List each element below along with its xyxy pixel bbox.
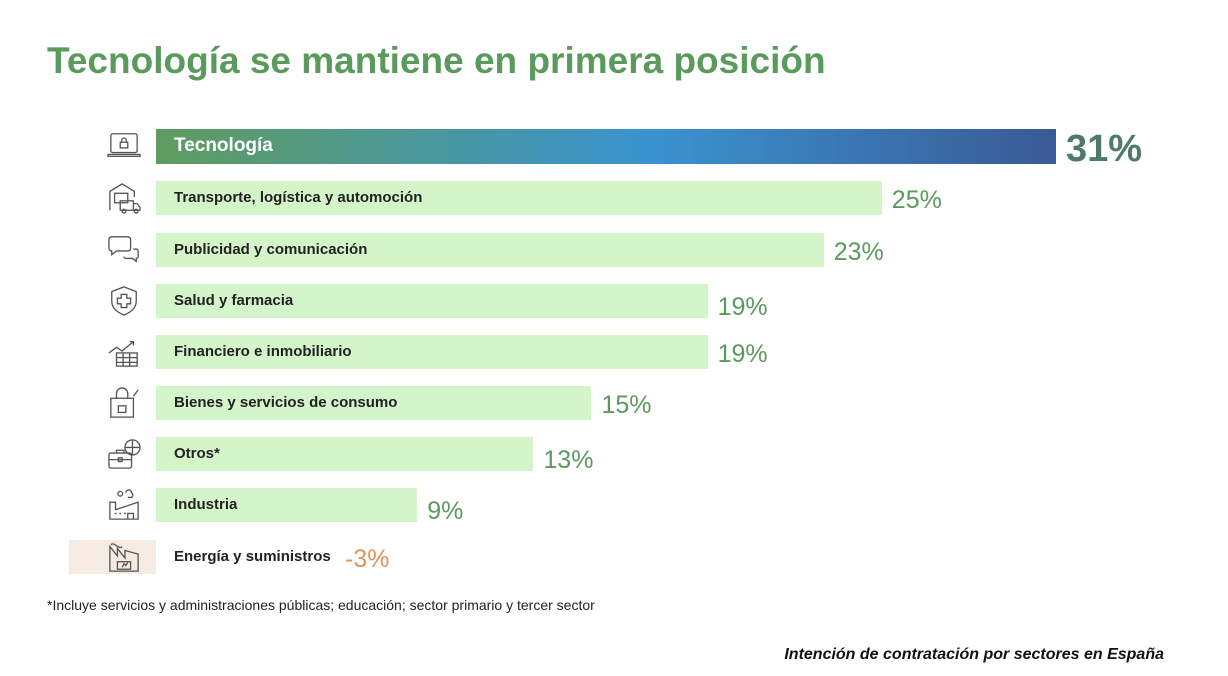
category-label: Industria	[174, 496, 238, 513]
chart-row: Otros* 13%	[0, 437, 1228, 474]
warehouse-truck-icon	[106, 182, 142, 214]
value-label: 19%	[717, 340, 768, 368]
chart-row: Tecnología 31%	[0, 129, 1228, 169]
value-label: 23%	[833, 238, 884, 266]
chart-row: Industria 9%	[0, 488, 1228, 525]
bar	[156, 233, 824, 267]
energy-factory-icon	[106, 541, 142, 573]
value-label: 31%	[1066, 128, 1143, 170]
chart-row: Bienes y servicios de consumo 15%	[0, 386, 1228, 420]
bar	[156, 437, 534, 471]
chat-bubbles-icon	[106, 234, 142, 266]
bar	[156, 284, 708, 318]
value-label: 13%	[543, 446, 594, 474]
chart-row: Energía y suministros -3%	[0, 540, 1228, 574]
category-label: Publicidad y comunicación	[174, 241, 368, 258]
category-label: Financiero e inmobiliario	[174, 343, 352, 360]
footnote: *Incluye servicios y administraciones pú…	[47, 597, 595, 613]
bar	[156, 386, 592, 420]
value-label: 15%	[601, 391, 652, 419]
shield-cross-icon	[106, 285, 142, 317]
caption: Intención de contratación por sectores e…	[784, 646, 1164, 663]
category-label: Transporte, logística y automoción	[174, 189, 423, 206]
value-label: 9%	[427, 497, 464, 525]
page-title: Tecnología se mantiene en primera posici…	[47, 40, 826, 81]
bar	[156, 488, 418, 522]
value-label: -3%	[345, 545, 390, 573]
laptop-lock-icon	[106, 130, 142, 162]
value-label: 25%	[891, 186, 942, 214]
category-label: Bienes y servicios de consumo	[174, 394, 398, 411]
category-label: Tecnología	[174, 135, 273, 156]
value-label: 19%	[717, 293, 768, 321]
chart-building-icon	[106, 336, 142, 368]
chart-row: Transporte, logística y automoción 25%	[0, 181, 1228, 215]
bar	[68, 540, 156, 574]
bar	[156, 129, 1056, 164]
shopping-bag-icon	[106, 387, 142, 419]
briefcase-globe-icon	[106, 438, 142, 470]
chart-row: Salud y farmacia 19%	[0, 284, 1228, 321]
chart-row: Publicidad y comunicación 23%	[0, 233, 1228, 267]
bar	[156, 181, 882, 215]
bar	[156, 335, 708, 369]
category-label: Salud y farmacia	[174, 292, 294, 309]
factory-icon	[106, 489, 142, 521]
category-label: Otros*	[174, 445, 220, 462]
category-label: Energía y suministros	[174, 548, 331, 565]
chart-row: Financiero e inmobiliario 19%	[0, 335, 1228, 369]
